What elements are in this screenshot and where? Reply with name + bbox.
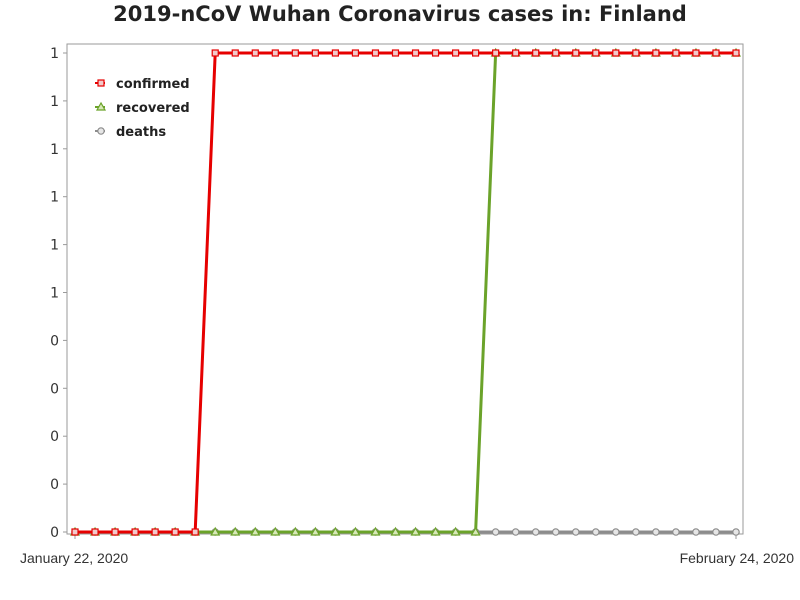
series-line-confirmed [75, 51, 736, 534]
data-point-recovered [290, 526, 301, 536]
data-point-confirmed [211, 49, 219, 57]
data-point-confirmed [391, 49, 400, 57]
data-point-recovered [390, 526, 401, 536]
series-line-recovered [75, 51, 736, 534]
data-point-confirmed [91, 528, 99, 536]
y-tick-label: 1 [50, 94, 59, 110]
data-point-confirmed [351, 49, 360, 57]
data-point-recovered [210, 526, 221, 536]
series-recovered [69, 47, 742, 536]
data-point-recovered [310, 526, 321, 536]
data-point-confirmed [592, 49, 600, 57]
data-point-recovered [410, 526, 421, 536]
data-point-confirmed [311, 49, 319, 57]
data-point-confirmed [111, 528, 119, 536]
legend-marker-deaths [97, 127, 105, 135]
data-point-confirmed [151, 528, 159, 536]
data-point-confirmed [512, 49, 520, 57]
data-point-recovered [430, 526, 441, 536]
data-point-confirmed [652, 49, 660, 57]
data-point-confirmed [672, 49, 680, 57]
data-point-confirmed [71, 528, 79, 536]
data-point-confirmed [552, 49, 560, 57]
data-point-deaths [692, 528, 700, 536]
y-tick-label: 1 [50, 142, 59, 158]
data-point-confirmed [732, 49, 740, 57]
x-tick-label: February 24, 2020 [680, 550, 795, 566]
legend-item-confirmed: confirmed [95, 77, 190, 92]
legend-item-deaths: deaths [95, 125, 166, 140]
y-tick-label: 1 [50, 46, 59, 62]
legend: confirmed recovered deaths [95, 77, 190, 140]
data-point-recovered [450, 526, 461, 536]
data-point-deaths [732, 528, 740, 536]
data-point-deaths [571, 528, 580, 536]
data-point-confirmed [411, 49, 420, 57]
legend-item-recovered: recovered [95, 101, 190, 116]
data-point-confirmed [451, 49, 460, 57]
data-point-recovered [270, 526, 281, 536]
x-tick-label: January 22, 2020 [20, 550, 128, 566]
data-point-confirmed [191, 528, 199, 536]
y-tick-label: 1 [50, 238, 59, 254]
plot-frame [66, 43, 744, 535]
data-point-confirmed [171, 528, 179, 536]
data-point-confirmed [692, 49, 700, 57]
data-point-confirmed [632, 49, 640, 57]
y-tick-label: 1 [50, 190, 59, 206]
data-point-deaths [551, 528, 560, 536]
data-point-confirmed [572, 49, 580, 57]
legend-label-deaths: deaths [116, 125, 166, 140]
legend-label-recovered: recovered [116, 101, 190, 116]
y-tick-label: 0 [50, 525, 59, 541]
chart-title: 2019-nCoV Wuhan Coronavirus cases in: Fi… [113, 2, 687, 26]
y-tick-label: 0 [50, 477, 59, 493]
data-point-confirmed [231, 49, 239, 57]
data-point-deaths [511, 528, 520, 536]
y-tick-label: 1 [50, 286, 59, 302]
data-point-deaths [652, 528, 660, 536]
data-point-confirmed [472, 49, 480, 57]
data-point-confirmed [331, 49, 339, 57]
data-point-confirmed [712, 49, 720, 57]
y-tick-label: 0 [50, 429, 59, 445]
data-point-deaths [632, 528, 640, 536]
data-point-confirmed [271, 49, 279, 57]
data-point-deaths [591, 528, 600, 536]
data-point-deaths [672, 528, 680, 536]
data-point-recovered [330, 526, 341, 536]
data-point-recovered [230, 526, 241, 536]
data-point-confirmed [371, 49, 380, 57]
data-point-recovered [350, 526, 361, 536]
data-point-deaths [612, 528, 620, 536]
data-point-deaths [531, 528, 540, 536]
y-tick-label: 0 [50, 333, 59, 349]
data-point-confirmed [291, 49, 299, 57]
data-point-confirmed [131, 528, 139, 536]
legend-marker-confirmed [97, 79, 105, 87]
data-point-deaths [491, 528, 500, 536]
data-point-confirmed [492, 49, 500, 57]
legend-marker-recovered [95, 101, 107, 111]
data-point-confirmed [431, 49, 440, 57]
data-point-confirmed [532, 49, 540, 57]
y-tick-label: 0 [50, 381, 59, 397]
data-point-recovered [370, 526, 381, 536]
data-point-confirmed [612, 49, 620, 57]
data-point-recovered [470, 526, 481, 536]
legend-label-confirmed: confirmed [116, 77, 190, 92]
data-point-deaths [712, 528, 720, 536]
data-point-confirmed [251, 49, 259, 57]
data-point-recovered [250, 526, 261, 536]
series-confirmed [71, 49, 740, 536]
